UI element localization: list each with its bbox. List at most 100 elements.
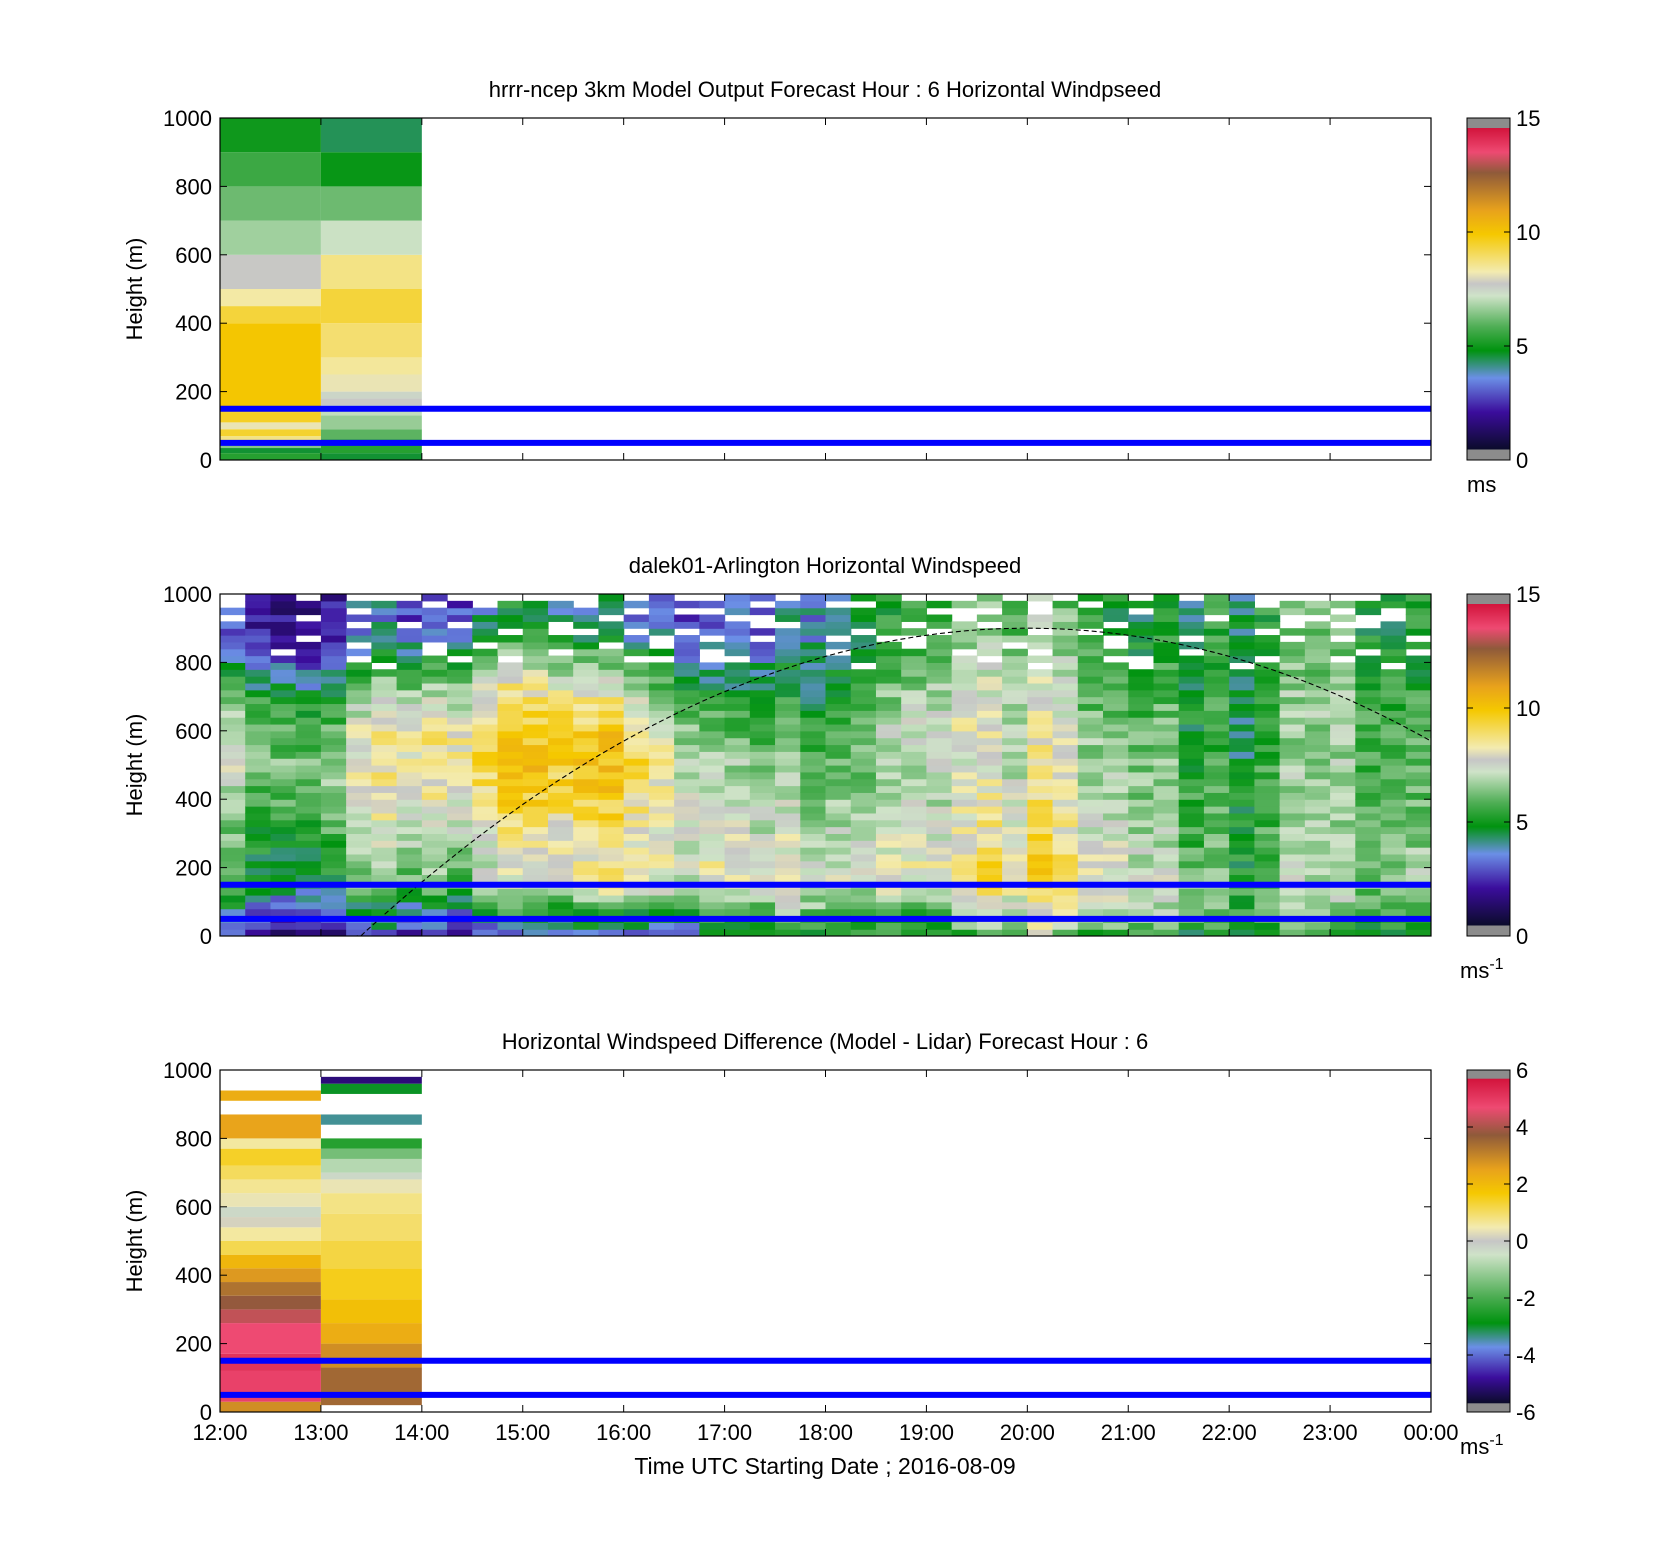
heatmap-cell: [976, 819, 1003, 828]
heatmap-cell: [850, 594, 877, 602]
heatmap-cell: [220, 1165, 321, 1180]
heatmap-cell: [951, 682, 978, 691]
heatmap-cell: [245, 806, 272, 814]
heatmap-cell: [1405, 785, 1431, 793]
heatmap-cell: [724, 908, 751, 917]
heatmap-cell: [1229, 737, 1255, 746]
heatmap-cell: [522, 607, 549, 616]
heatmap-cell: [699, 621, 726, 629]
heatmap-cell: [245, 785, 272, 793]
heatmap-cell: [1103, 771, 1129, 780]
heatmap-cell: [800, 812, 827, 821]
heatmap-cell: [775, 696, 801, 705]
heatmap-cell: [1027, 806, 1054, 814]
heatmap-cell: [1279, 723, 1306, 732]
heatmap-cell: [648, 799, 675, 807]
heatmap-cell: [976, 751, 1003, 759]
heatmap-cell: [648, 648, 675, 657]
heatmap-cell: [295, 696, 322, 705]
heatmap-cell: [1355, 737, 1382, 746]
heatmap-cell: [674, 655, 700, 663]
heatmap-cell: [1178, 853, 1205, 862]
heatmap-cell: [623, 703, 650, 711]
heatmap-cell: [472, 847, 499, 855]
heatmap-cell: [1128, 614, 1155, 622]
heatmap-cell: [1077, 730, 1104, 739]
heatmap-cell: [1279, 696, 1306, 705]
heatmap-cell: [220, 744, 246, 752]
heatmap-cell: [749, 833, 776, 841]
heatmap-cell: [1279, 799, 1306, 807]
heatmap-cell: [1405, 853, 1431, 862]
heatmap-cell: [976, 723, 1003, 732]
heatmap-cell: [1380, 669, 1407, 677]
heatmap-cell: [1052, 888, 1079, 896]
heatmap-cell: [1330, 778, 1356, 787]
heatmap-cell: [220, 1114, 321, 1139]
heatmap-cell: [699, 826, 726, 834]
heatmap-cell: [1279, 689, 1306, 698]
heatmap-cell: [1355, 799, 1382, 807]
heatmap-cell: [573, 778, 600, 787]
heatmap-cell: [926, 737, 953, 746]
heatmap-cell: [1178, 806, 1205, 814]
heatmap-cell: [371, 710, 398, 718]
heatmap-cell: [1027, 867, 1054, 876]
heatmap-cell: [396, 696, 423, 705]
heatmap-cell: [724, 771, 751, 780]
heatmap-cell: [371, 689, 398, 698]
heatmap-cell: [800, 717, 827, 725]
heatmap-cell: [421, 853, 448, 862]
heatmap-cell: [825, 922, 852, 930]
heatmap-cell: [472, 737, 499, 746]
heatmap-cell: [976, 689, 1003, 698]
heatmap-cell: [1380, 696, 1407, 705]
heatmap-cell: [1203, 901, 1230, 910]
heatmap-cell: [522, 778, 549, 787]
heatmap-cell: [1355, 901, 1382, 910]
heatmap-cell: [547, 689, 574, 698]
heatmap-cell: [800, 874, 827, 882]
heatmap-cell: [547, 894, 574, 903]
heatmap-cell: [447, 908, 473, 917]
heatmap-cell: [875, 648, 902, 657]
heatmap-cell: [1027, 594, 1054, 602]
heatmap-cell: [1077, 641, 1104, 650]
heatmap-cell: [749, 799, 776, 807]
heatmap-cell: [775, 607, 801, 616]
heatmap-cell: [1128, 621, 1155, 629]
heatmap-cell: [497, 737, 524, 746]
heatmap-cell: [699, 853, 726, 862]
heatmap-cell: [1229, 682, 1255, 691]
heatmap-cell: [320, 1323, 422, 1344]
heatmap-cell: [1229, 689, 1255, 698]
heatmap-cell: [220, 621, 246, 629]
heatmap-cell: [699, 689, 726, 698]
heatmap-cell: [976, 628, 1003, 636]
heatmap-cell: [1052, 785, 1079, 793]
heatmap-cell: [825, 812, 852, 821]
heatmap-cell: [270, 682, 297, 691]
heatmap-cell: [1405, 717, 1431, 725]
heatmap-cell: [522, 792, 549, 800]
heatmap-cell: [976, 812, 1003, 821]
heatmap-cell: [371, 853, 398, 862]
heatmap-cell: [1178, 847, 1205, 855]
heatmap-cell: [699, 758, 726, 766]
heatmap-cell: [421, 771, 448, 780]
heatmap-cell: [573, 765, 600, 773]
heatmap-cell: [320, 785, 347, 793]
y-tick-label: 200: [175, 856, 212, 881]
heatmap-cell: [1405, 792, 1431, 800]
heatmap-cell: [648, 819, 675, 828]
heatmap-cell: [1052, 696, 1079, 705]
heatmap-cell: [775, 600, 801, 609]
heatmap-cell: [674, 785, 700, 793]
heatmap-cell: [1279, 751, 1306, 759]
heatmap-cell: [674, 847, 700, 855]
heatmap-cell: [472, 929, 499, 936]
heatmap-cell: [1128, 737, 1155, 746]
heatmap-cell: [1077, 676, 1104, 684]
heatmap-cell: [1103, 648, 1129, 657]
heatmap-cell: [1254, 922, 1281, 930]
